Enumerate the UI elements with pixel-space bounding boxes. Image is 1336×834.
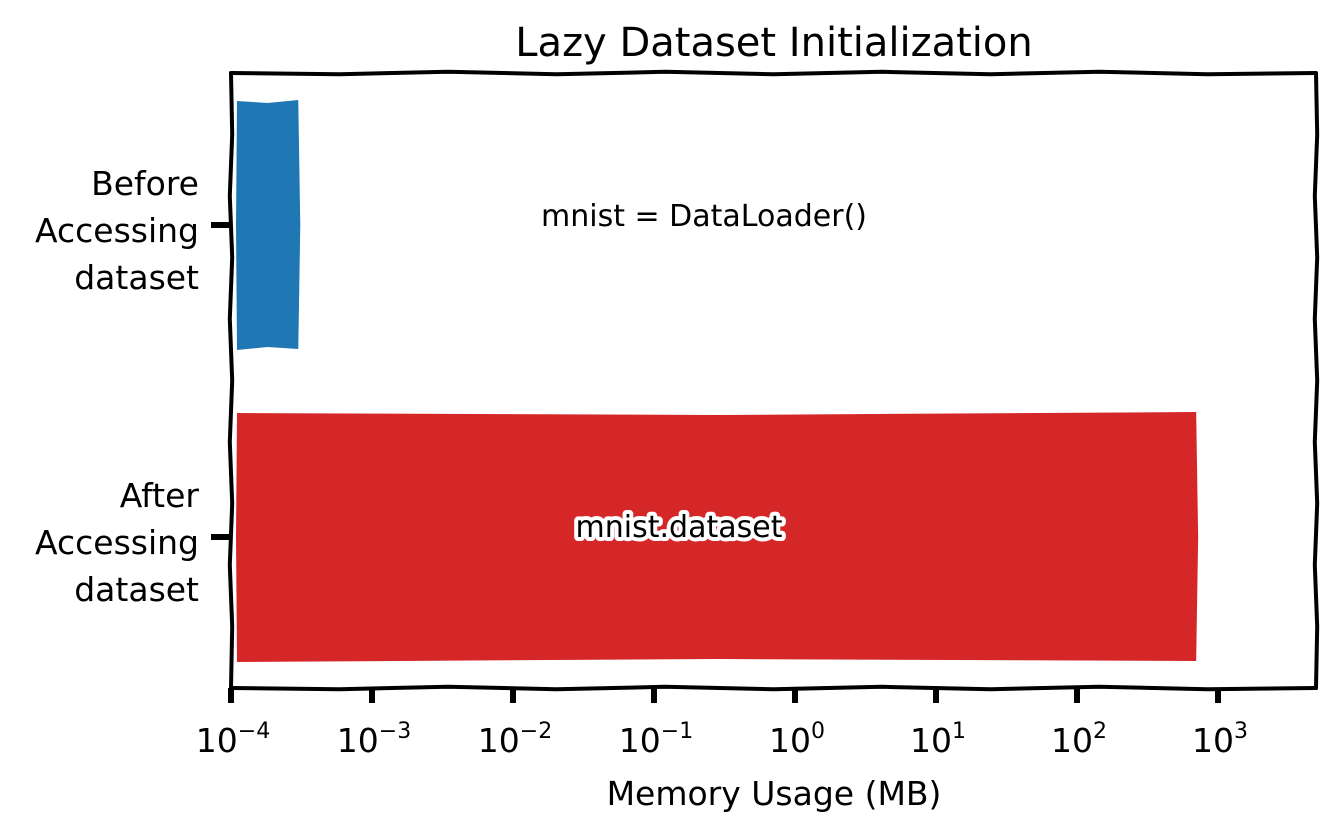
category-label-line: dataset [74, 258, 199, 297]
x-axis-label: Memory Usage (MB) [607, 774, 942, 813]
category-label-line: After [120, 476, 200, 515]
x-tick-exponent: −2 [520, 719, 552, 744]
x-tick-label: 10−3 [337, 719, 411, 760]
category-label-line: dataset [74, 570, 199, 609]
x-tick-base: 10 [1192, 721, 1234, 760]
x-tick-exponent: −4 [238, 719, 270, 744]
x-tick-exponent: −1 [661, 719, 693, 744]
x-tick-base: 10 [196, 721, 238, 760]
annotation-after: mnist.dataset [576, 510, 783, 545]
x-tick-exponent: 3 [1234, 719, 1248, 744]
bar-before [236, 100, 301, 350]
x-tick-exponent: −3 [379, 719, 411, 744]
category-label: Before Accessing dataset [35, 164, 199, 297]
y-axis-line [227, 71, 235, 690]
x-tick-label: 10−2 [478, 719, 552, 760]
x-tick-exponent: 2 [1093, 719, 1107, 744]
frame-top [229, 69, 1318, 77]
x-tick-base: 10 [619, 721, 661, 760]
category-label: After Accessing dataset [35, 476, 199, 609]
x-tick-label: 100 [769, 719, 825, 760]
frame-right [1312, 71, 1320, 690]
x-tick-label: 101 [910, 719, 966, 760]
x-tick-label: 102 [1051, 719, 1107, 760]
x-axis-line [229, 684, 1318, 692]
x-tick-exponent: 0 [811, 719, 825, 744]
category-label-line: Before [91, 164, 199, 203]
chart-title: Lazy Dataset Initialization [515, 20, 1032, 66]
x-tick-label: 10−1 [619, 719, 693, 760]
x-tick-base: 10 [1051, 721, 1093, 760]
x-tick-label: 103 [1192, 719, 1248, 760]
annotation-before: mnist = DataLoader() [541, 199, 867, 234]
x-tick-base: 10 [478, 721, 520, 760]
x-tick-base: 10 [337, 721, 379, 760]
bar-after [236, 412, 1199, 662]
x-tick-label: 10−4 [196, 719, 270, 760]
category-label-line: Accessing [35, 523, 199, 562]
x-tick-base: 10 [769, 721, 811, 760]
x-tick-exponent: 1 [952, 719, 966, 744]
category-label-line: Accessing [35, 211, 199, 250]
x-tick-base: 10 [910, 721, 952, 760]
